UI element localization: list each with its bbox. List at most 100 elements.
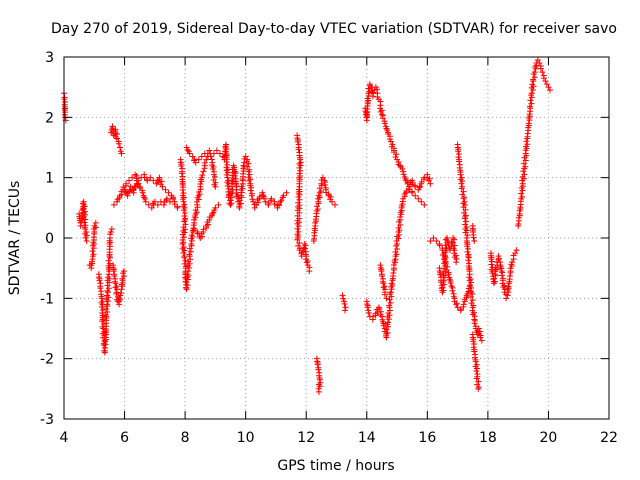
data-point: [251, 204, 258, 211]
data-point: [539, 69, 546, 76]
data-point: [449, 287, 456, 294]
data-point: [447, 280, 454, 287]
data-point: [443, 245, 450, 252]
data-point: [515, 220, 522, 227]
data-point: [460, 301, 467, 308]
data-point: [519, 180, 526, 187]
data-point: [378, 111, 385, 118]
data-point: [83, 238, 90, 245]
data-point: [465, 254, 472, 261]
data-point: [370, 313, 377, 320]
data-point: [181, 260, 188, 267]
data-point: [179, 187, 186, 194]
data-point: [310, 235, 317, 242]
data-point: [104, 274, 111, 281]
data-point: [142, 198, 149, 205]
data-point: [96, 277, 103, 284]
data-point: [436, 242, 443, 249]
data-point: [477, 334, 484, 341]
data-point: [478, 337, 485, 344]
data-point: [215, 201, 222, 208]
data-point: [229, 172, 236, 179]
data-point: [531, 69, 538, 76]
data-point: [465, 288, 472, 295]
data-point: [120, 184, 127, 191]
data-point: [195, 156, 202, 163]
data-point: [237, 200, 244, 207]
data-point: [466, 271, 473, 278]
data-point: [278, 197, 285, 204]
data-point: [504, 292, 511, 299]
data-point: [162, 186, 169, 193]
data-point: [529, 81, 536, 88]
data-point: [381, 291, 388, 298]
data-point: [242, 153, 249, 160]
data-point: [364, 304, 371, 311]
data-point: [110, 201, 117, 208]
data-point: [184, 282, 191, 289]
data-point: [400, 168, 407, 175]
data-point: [475, 385, 482, 392]
data-point: [341, 300, 348, 307]
data-point: [475, 325, 482, 332]
data-point: [518, 190, 525, 197]
x-tick-label: 8: [181, 430, 190, 446]
data-point: [503, 295, 510, 302]
data-point: [399, 165, 406, 172]
data-point: [469, 297, 476, 304]
data-point: [294, 225, 301, 232]
data-point: [386, 296, 393, 303]
data-point: [209, 210, 216, 217]
data-point: [180, 249, 187, 256]
data-point: [512, 250, 519, 257]
data-point: [498, 272, 505, 279]
data-point: [268, 195, 275, 202]
data-point: [521, 171, 528, 178]
data-point: [188, 241, 195, 248]
data-point: [105, 285, 112, 292]
x-tick-label: 14: [358, 430, 376, 446]
data-point: [98, 304, 105, 311]
data-point: [123, 180, 130, 187]
data-point: [110, 268, 117, 275]
data-point: [524, 130, 531, 137]
data-point: [506, 272, 513, 279]
data-point: [245, 168, 252, 175]
data-point: [439, 284, 446, 291]
data-point: [179, 231, 186, 238]
data-point: [238, 192, 245, 199]
data-point: [206, 216, 213, 223]
data-point: [180, 207, 187, 214]
data-point: [371, 87, 378, 94]
data-point: [80, 213, 87, 220]
chart-title: Day 270 of 2019, Sidereal Day-to-day VTE…: [51, 21, 617, 37]
data-point: [475, 378, 482, 385]
data-point: [104, 287, 111, 294]
data-point: [201, 159, 208, 166]
y-tick-label: 0: [45, 231, 54, 247]
data-point: [104, 308, 111, 315]
data-point: [183, 286, 190, 293]
data-point: [111, 272, 118, 279]
data-point: [467, 293, 474, 300]
data-point: [383, 326, 390, 333]
data-point: [470, 234, 477, 241]
data-point: [524, 141, 531, 148]
data-point: [182, 257, 189, 264]
data-point: [456, 158, 463, 165]
data-point: [365, 309, 372, 316]
data-point: [390, 269, 397, 276]
data-point: [151, 198, 158, 205]
data-point: [378, 313, 385, 320]
data-point: [170, 195, 176, 202]
data-point: [230, 162, 237, 169]
data-point: [474, 365, 481, 372]
data-point: [210, 209, 217, 216]
data-point: [88, 258, 95, 265]
data-point: [462, 212, 469, 219]
data-point: [509, 259, 516, 266]
data-point: [418, 198, 425, 205]
data-point: [101, 337, 108, 344]
data-point: [115, 140, 122, 147]
data-point: [166, 198, 173, 205]
